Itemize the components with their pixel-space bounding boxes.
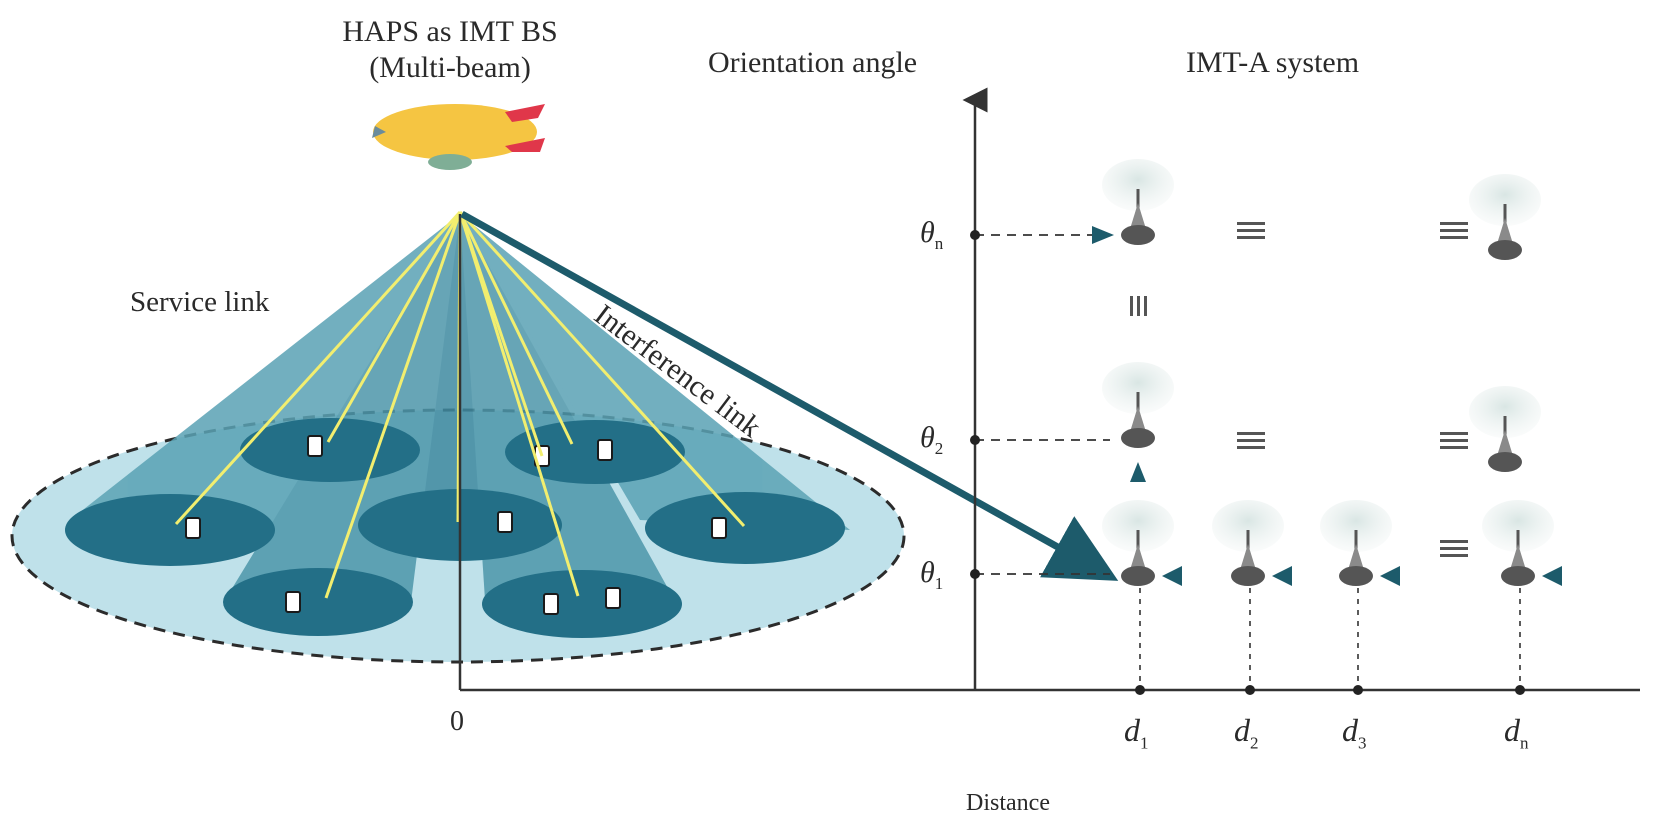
user-terminal-icon [185,517,201,539]
distance-tick-2 [1245,685,1255,695]
orientation-markers [1092,226,1562,586]
distance-tick-1 [1135,685,1145,695]
orientation-marker [1542,566,1562,586]
service-links [174,210,746,599]
beam-footprint [505,420,685,484]
beam-footprint [482,570,682,638]
ellipsis-icon [1440,222,1468,239]
orientation-marker [1162,566,1182,586]
base-station-icon [1320,500,1392,586]
orientation-axis-label: Orientation angle [708,46,918,79]
beam-footprint [240,418,420,482]
user-terminal-icon [307,435,323,457]
distance-guides [1139,588,1521,690]
ellipsis-icon [1130,296,1147,316]
service-link-line [324,211,462,599]
theta-label-1: θ1 [920,556,944,593]
base-station-icon [1469,174,1541,260]
imt-system-label: IMT-A system [1186,46,1360,79]
distance-tick-n [1515,685,1525,695]
theta-tick-1 [970,569,980,579]
beam-footprint [65,494,275,566]
haps-title-line1: HAPS as IMT BS [342,15,558,48]
user-terminal-icon [285,591,301,613]
imt-base-stations [1102,159,1554,586]
base-station-icon [1469,386,1541,472]
distance-label-3: d3 [1342,712,1367,753]
distance-label-n: dn [1504,712,1529,753]
service-link-line [326,211,462,443]
user-terminal-icon [711,517,727,539]
haps-airship-icon [372,104,545,170]
beam-footprints [65,418,845,638]
service-link-label: Service link [130,286,270,318]
user-terminal-icon [497,511,513,533]
beam-cone [70,214,460,540]
base-station-icon [1102,500,1174,586]
distance-axis-label: Distance [966,790,1050,816]
beam-cone [460,214,850,530]
ellipsis-marks [1130,222,1468,557]
ellipsis-icon [1237,222,1265,239]
beam-footprint [223,568,413,636]
theta-label-n: θn [920,216,944,253]
orientation-marker [1092,226,1114,244]
service-link-line [174,210,462,526]
base-station-icon [1482,500,1554,586]
distance-label-1: d1 [1124,712,1149,753]
user-terminal-icon [597,439,613,461]
orientation-marker [1272,566,1292,586]
service-link-line [458,211,574,445]
haps-title: HAPS as IMT BS (Multi-beam) [250,14,650,86]
service-link-line [458,210,746,528]
orientation-marker [1130,462,1146,482]
theta-tick-2 [970,435,980,445]
distance-tick-3 [1353,685,1363,695]
base-station-icon [1212,500,1284,586]
interference-link-arrow [460,210,1119,581]
ellipsis-icon [1440,432,1468,449]
theta-label-2: θ2 [920,421,944,458]
base-station-icon [1102,362,1174,448]
origin-label: 0 [450,706,464,737]
ellipsis-icon [1237,432,1265,449]
theta-guides [975,234,1110,575]
beam-footprint [645,492,845,564]
theta-tick-n [970,230,980,240]
base-station-icon [1102,159,1174,245]
haps-title-line2: (Multi-beam) [369,51,531,84]
user-terminal-icon [543,593,559,615]
orientation-marker [1380,566,1400,586]
user-terminal-icon [605,587,621,609]
service-link-line [458,211,580,597]
distance-label-2: d2 [1234,712,1259,753]
ellipsis-icon [1440,540,1468,557]
user-terminals [185,435,727,615]
